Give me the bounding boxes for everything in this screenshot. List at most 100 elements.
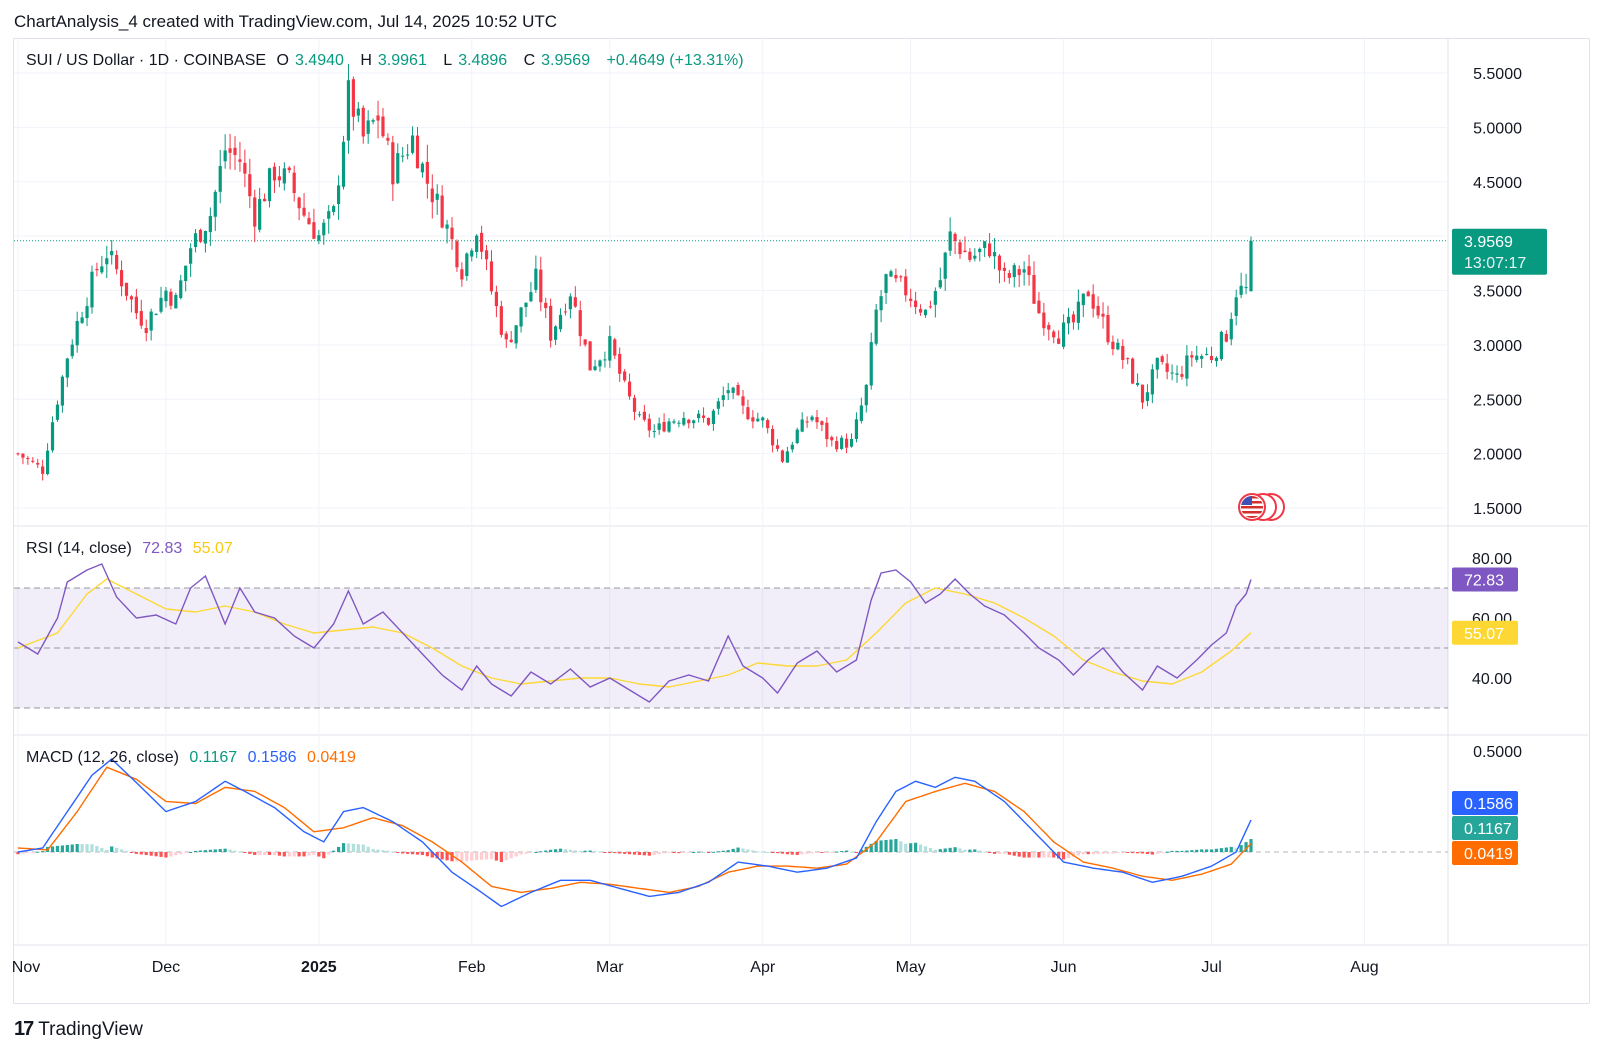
- candle[interactable]: [938, 267, 942, 289]
- candle[interactable]: [849, 433, 854, 448]
- candle[interactable]: [549, 298, 553, 348]
- candle[interactable]: [1140, 384, 1145, 409]
- rsi-ma-value-tag[interactable]: [1452, 620, 1518, 645]
- candle[interactable]: [953, 232, 957, 255]
- candle[interactable]: [50, 416, 55, 453]
- candle[interactable]: [706, 417, 711, 426]
- candle[interactable]: [1012, 263, 1016, 288]
- candle[interactable]: [129, 295, 134, 313]
- candle[interactable]: [1096, 296, 1100, 319]
- candle[interactable]: [401, 147, 405, 163]
- candle[interactable]: [844, 433, 849, 454]
- candle[interactable]: [1131, 357, 1135, 385]
- candle[interactable]: [302, 193, 306, 218]
- candle[interactable]: [332, 204, 336, 216]
- candle[interactable]: [874, 303, 878, 346]
- candle[interactable]: [119, 260, 124, 297]
- candle[interactable]: [1126, 357, 1130, 365]
- candle[interactable]: [864, 383, 868, 413]
- candle[interactable]: [790, 441, 794, 453]
- candle[interactable]: [1027, 254, 1031, 286]
- candle[interactable]: [1002, 262, 1006, 282]
- candle[interactable]: [55, 400, 60, 422]
- candle[interactable]: [805, 416, 809, 428]
- candle[interactable]: [830, 435, 834, 447]
- candle[interactable]: [1234, 289, 1238, 326]
- candle[interactable]: [110, 240, 114, 265]
- candle[interactable]: [36, 458, 40, 469]
- candle[interactable]: [627, 373, 632, 400]
- candle[interactable]: [243, 149, 247, 188]
- candle[interactable]: [223, 134, 227, 169]
- candle[interactable]: [1032, 261, 1036, 304]
- candle[interactable]: [1170, 364, 1174, 381]
- candle[interactable]: [41, 459, 45, 481]
- candle[interactable]: [425, 144, 429, 199]
- candle[interactable]: [258, 187, 262, 233]
- candle[interactable]: [1244, 273, 1248, 295]
- candle[interactable]: [410, 126, 415, 155]
- candle[interactable]: [381, 107, 385, 138]
- candle[interactable]: [484, 245, 489, 270]
- candle[interactable]: [1116, 338, 1120, 351]
- candle[interactable]: [770, 425, 775, 453]
- candle[interactable]: [810, 415, 814, 422]
- candle[interactable]: [1214, 356, 1219, 367]
- candle[interactable]: [90, 265, 94, 314]
- candle[interactable]: [504, 331, 508, 348]
- candle[interactable]: [31, 457, 35, 464]
- candle[interactable]: [179, 274, 183, 300]
- macd-label[interactable]: MACD (12, 26, close): [26, 749, 179, 766]
- candle[interactable]: [45, 443, 50, 476]
- candle[interactable]: [563, 303, 568, 316]
- candle[interactable]: [914, 291, 918, 315]
- candle[interactable]: [1071, 311, 1076, 330]
- candle[interactable]: [233, 136, 237, 170]
- candle[interactable]: [287, 166, 291, 174]
- candle[interactable]: [248, 158, 252, 209]
- candle[interactable]: [677, 420, 681, 428]
- candle[interactable]: [721, 386, 725, 407]
- candle[interactable]: [524, 302, 528, 318]
- candle[interactable]: [983, 240, 987, 258]
- candle[interactable]: [1017, 265, 1021, 288]
- candle[interactable]: [272, 162, 277, 194]
- candle[interactable]: [193, 229, 198, 253]
- candle[interactable]: [1145, 384, 1150, 407]
- candle[interactable]: [682, 411, 686, 427]
- candle[interactable]: [1239, 272, 1243, 299]
- candle[interactable]: [307, 211, 311, 225]
- candle[interactable]: [105, 245, 109, 279]
- candle[interactable]: [766, 418, 770, 434]
- symbol-label[interactable]: SUI / US Dollar · 1D · COINBASE: [26, 52, 267, 69]
- candle[interactable]: [1209, 346, 1214, 364]
- candle[interactable]: [608, 325, 612, 368]
- candle[interactable]: [751, 410, 755, 429]
- candle[interactable]: [164, 286, 168, 308]
- candle[interactable]: [263, 193, 267, 202]
- candle[interactable]: [687, 418, 691, 429]
- candle[interactable]: [997, 254, 1002, 284]
- candle[interactable]: [509, 330, 513, 343]
- candle[interactable]: [909, 288, 913, 308]
- candle[interactable]: [514, 325, 518, 349]
- candle[interactable]: [1007, 269, 1011, 284]
- candle[interactable]: [534, 255, 538, 293]
- candle[interactable]: [1091, 284, 1095, 318]
- candle[interactable]: [923, 309, 928, 318]
- candle[interactable]: [208, 207, 212, 246]
- candle[interactable]: [761, 416, 765, 428]
- candle[interactable]: [795, 427, 799, 445]
- candle[interactable]: [879, 290, 883, 323]
- candle[interactable]: [539, 256, 543, 312]
- candle[interactable]: [1160, 354, 1164, 365]
- candle[interactable]: [988, 233, 992, 258]
- candle[interactable]: [60, 375, 64, 413]
- candle[interactable]: [292, 165, 296, 202]
- candle[interactable]: [568, 293, 572, 319]
- candle[interactable]: [1224, 330, 1228, 343]
- candle[interactable]: [642, 404, 646, 422]
- candle[interactable]: [134, 289, 138, 320]
- candle[interactable]: [1052, 329, 1056, 344]
- candle[interactable]: [356, 102, 360, 123]
